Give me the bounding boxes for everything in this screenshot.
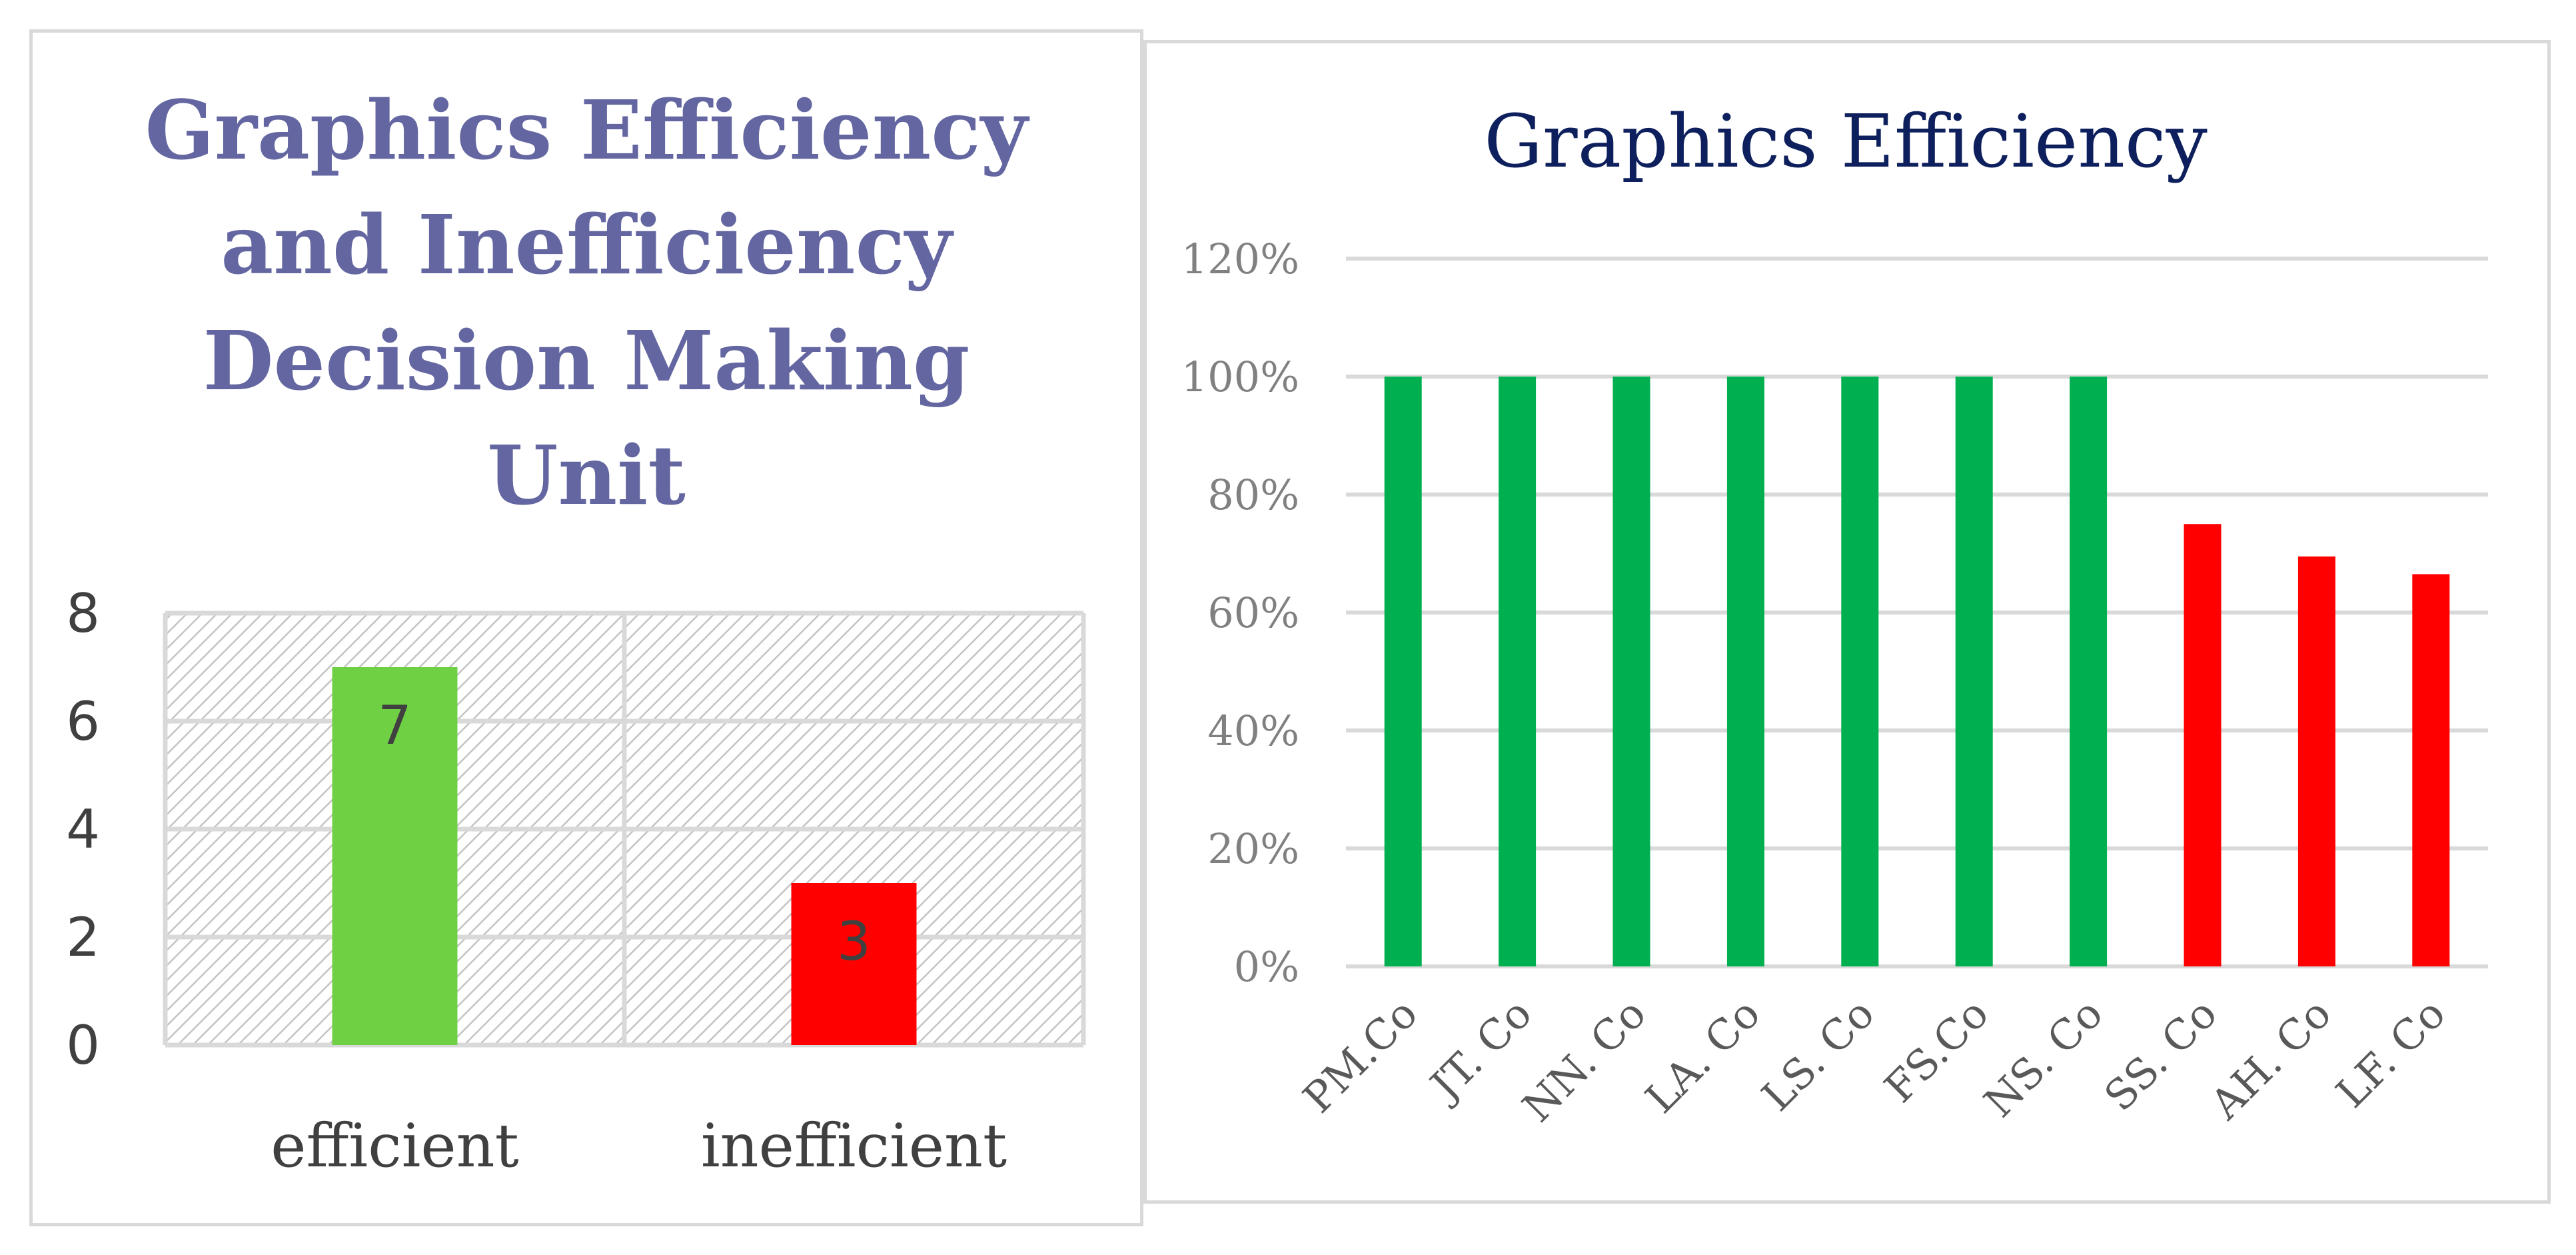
right-category-label: AH. Co [2200, 989, 2340, 1129]
right-bars [1384, 377, 2450, 966]
right-bar [2184, 524, 2222, 966]
left-data-labels: 73 [378, 694, 871, 972]
left-y-tick-label: 8 [66, 583, 100, 644]
left-bar [791, 883, 917, 1045]
right-category-label: LS. Co [1752, 989, 1884, 1120]
left-chart-title-line-3: Decision Making [203, 313, 970, 409]
left-category-label: efficient [271, 1111, 519, 1181]
left-y-tick-label: 4 [66, 798, 100, 860]
right-bar [2070, 377, 2108, 966]
right-y-axis: 0% 20% 40% 60% 80% 100% 120% [1181, 235, 1299, 991]
left-chart-title-line-4: Unit [487, 427, 686, 523]
right-bar [2412, 574, 2450, 966]
right-bar [1726, 377, 1764, 966]
right-y-tick-label: 40% [1207, 706, 1299, 755]
left-y-tick-label: 6 [66, 690, 100, 752]
left-gridlines [163, 611, 1086, 1048]
right-category-label: LF. Co [2327, 989, 2455, 1117]
right-y-tick-label: 0% [1234, 942, 1299, 991]
left-chart-title-line-1: Graphics Efficiency [145, 82, 1030, 178]
left-category-label: inefficient [701, 1111, 1007, 1181]
left-bar-data-label: 7 [378, 694, 412, 756]
left-bar-data-label: 3 [837, 910, 871, 972]
right-chart-title: Graphics Efficiency [1484, 99, 2208, 184]
left-bars [332, 667, 917, 1045]
right-category-label: LA. Co [1636, 989, 1769, 1122]
right-category-label: NN. Co [1513, 989, 1655, 1131]
right-y-tick-label: 100% [1181, 353, 1299, 401]
right-bar [1612, 377, 1650, 966]
right-bar [1841, 377, 1879, 966]
left-x-axis: efficient inefficient [271, 1111, 1007, 1181]
right-bar [1384, 377, 1422, 966]
left-y-axis: 0 2 4 6 8 [66, 583, 100, 1076]
left-y-tick-label: 0 [66, 1014, 100, 1076]
right-y-tick-label: 60% [1207, 589, 1299, 637]
right-category-label: SS. Co [2095, 989, 2226, 1120]
right-bar [1499, 377, 1537, 966]
right-bar [2297, 556, 2335, 966]
right-bar [1955, 377, 1993, 966]
right-category-label: NS. Co [1974, 989, 2112, 1126]
right-gridlines [1346, 257, 2488, 968]
left-bar [332, 667, 458, 1045]
right-y-tick-label: 20% [1207, 824, 1299, 873]
right-y-tick-label: 80% [1207, 471, 1299, 519]
right-y-tick-label: 120% [1181, 235, 1299, 283]
right-category-label: PM.Co [1293, 989, 1427, 1122]
left-y-tick-label: 2 [66, 906, 100, 968]
left-chart-title-line-2: and Inefficiency [221, 197, 954, 293]
